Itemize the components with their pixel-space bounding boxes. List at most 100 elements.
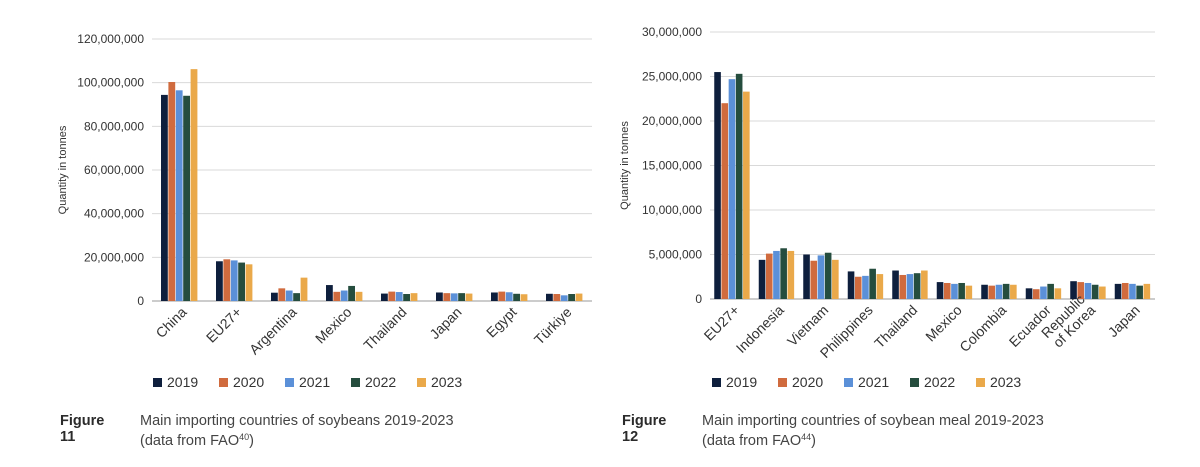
y-tick-label: 20,000,000	[642, 114, 702, 128]
legend-swatch	[153, 378, 162, 387]
bar	[520, 294, 528, 301]
bar	[817, 255, 825, 299]
legend-label: 2022	[365, 374, 396, 390]
bar	[773, 250, 780, 299]
bar	[876, 274, 884, 299]
bar	[245, 264, 253, 301]
legend-swatch	[976, 378, 985, 387]
x-tick-label: Türkiye	[531, 304, 575, 348]
figure-12-source-text: (data from FAO	[702, 433, 802, 449]
y-axis-title: Quantity in tonnes	[619, 121, 631, 210]
legend-swatch	[219, 378, 228, 387]
soybean-meal-import-chart: 0 5,000,000 10,000,000 15,000,000 20,000,000…	[619, 25, 1155, 390]
bar	[906, 274, 914, 299]
bar	[758, 259, 766, 299]
bar	[913, 273, 921, 299]
bar	[735, 73, 743, 299]
legend-swatch	[351, 378, 360, 387]
legend-label: 2023	[431, 374, 462, 390]
bar	[553, 294, 561, 301]
x-tick-label: Republicof Korea	[1038, 291, 1099, 352]
bar	[568, 294, 575, 301]
legend-label: 2019	[726, 374, 757, 390]
bar	[546, 293, 553, 301]
bar	[161, 94, 168, 301]
legend-swatch	[285, 378, 294, 387]
y-tick-label: 120,000,000	[77, 32, 144, 46]
bar	[491, 292, 498, 301]
bar	[1070, 281, 1077, 299]
legend-label: 2021	[858, 374, 889, 390]
bar	[216, 261, 223, 301]
figure-11-footnote: 40	[239, 432, 250, 442]
bar	[1121, 282, 1129, 299]
y-tick-label: 40,000,000	[84, 207, 144, 221]
figure-11-source-close: )	[249, 433, 254, 449]
bar	[1047, 283, 1054, 299]
legend-label: 2021	[299, 374, 330, 390]
bar	[238, 262, 245, 301]
legend-label: 2019	[167, 374, 198, 390]
y-tick-label: 20,000,000	[84, 250, 144, 264]
y-tick-label: 100,000,000	[77, 76, 144, 90]
bar	[388, 291, 396, 301]
bar	[333, 291, 341, 301]
bar	[498, 291, 506, 301]
legend-label: 2022	[924, 374, 955, 390]
bar	[1129, 283, 1136, 299]
legend-swatch	[844, 378, 853, 387]
bar	[728, 79, 736, 299]
y-axis-title: Quantity in tonnes	[57, 125, 69, 214]
bar	[513, 293, 520, 301]
legend-label: 2020	[792, 374, 823, 390]
y-tick-label: 80,000,000	[84, 119, 144, 133]
y-tick-label: 10,000,000	[642, 203, 702, 217]
bar	[951, 283, 958, 299]
bar	[395, 292, 403, 301]
y-tick-label: 5,000,000	[649, 248, 703, 262]
y-tick-label: 60,000,000	[84, 163, 144, 177]
x-tick-label: Colombia	[956, 302, 1009, 355]
x-tick-label: Thailand	[871, 302, 920, 351]
bar	[832, 259, 839, 299]
bar	[1114, 283, 1122, 299]
bar	[190, 69, 198, 301]
figure-12-source: (data from FAO44)	[702, 429, 816, 449]
bar	[285, 290, 293, 301]
bar	[854, 276, 862, 299]
bar	[1099, 286, 1106, 299]
bar	[458, 293, 465, 301]
bar	[1077, 282, 1085, 299]
bar	[348, 285, 355, 301]
bar	[271, 292, 278, 301]
bar	[326, 285, 333, 301]
x-tick-label: Japan	[1105, 302, 1143, 340]
bar	[780, 248, 787, 299]
bar	[381, 293, 388, 301]
y-tick-label: 0	[137, 294, 144, 308]
bar	[892, 270, 899, 299]
bar	[765, 253, 773, 299]
y-tick-label: 25,000,000	[642, 70, 702, 84]
bar	[810, 260, 818, 299]
bar	[824, 252, 832, 299]
bar	[230, 260, 238, 301]
bar	[436, 292, 443, 301]
bar	[1054, 288, 1062, 299]
bar	[869, 268, 876, 299]
legend-label: 2023	[990, 374, 1021, 390]
bar	[721, 103, 729, 299]
y-tick-label: 30,000,000	[642, 25, 702, 39]
legend-swatch	[417, 378, 426, 387]
bar	[278, 288, 286, 301]
bar	[505, 292, 513, 301]
bar	[743, 91, 750, 299]
bar	[943, 282, 951, 299]
bar	[443, 293, 451, 301]
bar	[300, 277, 308, 301]
bar	[1040, 286, 1047, 299]
bar	[936, 282, 944, 299]
bar	[1143, 283, 1151, 299]
bar	[293, 293, 300, 301]
figure-12-source-close: )	[811, 433, 816, 449]
